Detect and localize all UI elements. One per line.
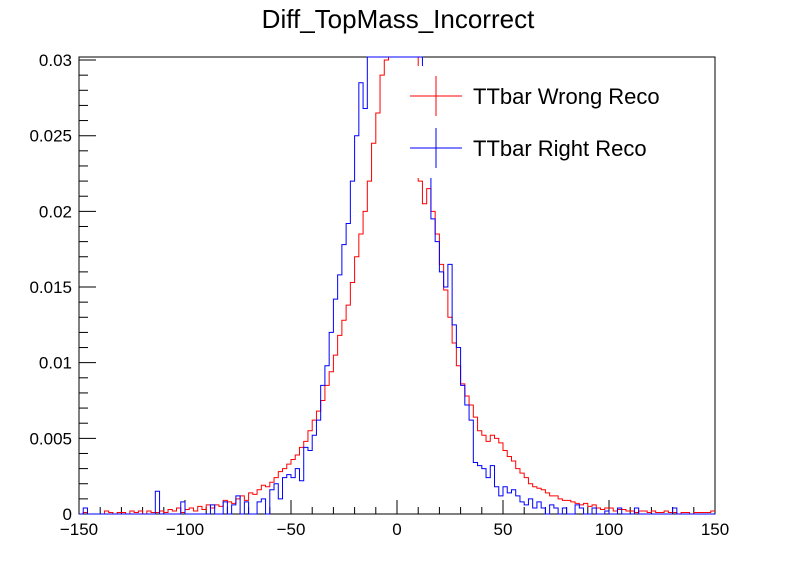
- chart-title: Diff_TopMass_Incorrect: [262, 4, 535, 34]
- legend-label: TTbar Wrong Reco: [473, 84, 660, 109]
- legend-label: TTbar Right Reco: [473, 136, 647, 161]
- series-layer: [79, 56, 715, 515]
- x-tick-label: 50: [494, 520, 513, 539]
- x-tick-label: −50: [277, 520, 306, 539]
- y-tick-label: 0.03: [39, 51, 72, 70]
- legend-entry: TTbar Right Reco: [410, 128, 647, 168]
- x-tick-label: 100: [595, 520, 623, 539]
- series-line-right-reco: [79, 56, 715, 515]
- x-axis: −150 −100 −50 0 50 100 150: [60, 500, 729, 539]
- x-tick-label: 150: [701, 520, 729, 539]
- series-line-wrong-reco: [79, 56, 715, 515]
- legend-entry: TTbar Wrong Reco: [410, 76, 660, 116]
- legend: TTbar Wrong Reco TTbar Right Reco: [404, 66, 694, 178]
- y-tick-label: 0.005: [29, 429, 72, 448]
- y-axis: 0 0.005 0.01 0.015 0.02 0.025 0.03: [29, 51, 96, 524]
- y-tick-label: 0.01: [39, 354, 72, 373]
- y-tick-label: 0.025: [29, 127, 72, 146]
- y-tick-label: 0.015: [29, 278, 72, 297]
- x-tick-label: 0: [392, 520, 401, 539]
- y-tick-label: 0: [63, 505, 72, 524]
- x-tick-label: −150: [60, 520, 98, 539]
- legend-background: [404, 66, 694, 178]
- x-tick-label: −100: [166, 520, 204, 539]
- y-tick-label: 0.02: [39, 202, 72, 221]
